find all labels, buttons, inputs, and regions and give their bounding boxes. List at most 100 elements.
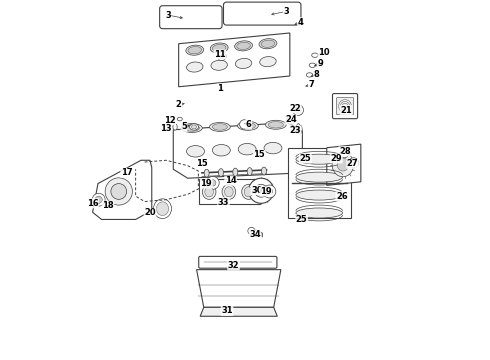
Circle shape [248,178,274,203]
Circle shape [293,105,303,116]
Ellipse shape [247,168,252,176]
Ellipse shape [235,41,252,51]
Text: 30: 30 [251,185,263,194]
Ellipse shape [296,172,343,182]
Ellipse shape [202,184,216,199]
Text: 3: 3 [165,10,171,19]
FancyBboxPatch shape [199,179,260,204]
Ellipse shape [212,124,227,130]
Circle shape [266,188,272,195]
Polygon shape [179,33,290,87]
Ellipse shape [210,43,228,53]
Ellipse shape [235,58,252,68]
Text: 25: 25 [296,215,308,224]
Text: 32: 32 [228,261,239,270]
Text: 19: 19 [260,187,271,196]
Ellipse shape [187,62,203,72]
Text: 16: 16 [87,199,98,208]
Ellipse shape [188,46,201,54]
Text: 1: 1 [217,84,223,93]
Text: 13: 13 [160,123,171,132]
Circle shape [351,160,356,165]
Circle shape [349,158,359,168]
Ellipse shape [212,44,226,51]
Text: 21: 21 [340,105,352,114]
Ellipse shape [219,169,223,177]
Ellipse shape [233,168,238,176]
Ellipse shape [259,39,277,49]
Ellipse shape [296,154,343,164]
Ellipse shape [296,190,343,200]
Circle shape [111,184,126,199]
Circle shape [105,178,132,205]
Ellipse shape [312,53,318,57]
Polygon shape [327,144,361,185]
Ellipse shape [245,187,253,197]
Ellipse shape [222,184,236,199]
Ellipse shape [173,124,177,130]
Text: 34: 34 [249,230,261,239]
Ellipse shape [306,73,313,77]
Text: 7: 7 [309,81,314,90]
Polygon shape [200,307,277,316]
FancyBboxPatch shape [223,2,301,25]
FancyBboxPatch shape [160,6,222,29]
Ellipse shape [204,169,209,177]
Circle shape [95,196,102,203]
Ellipse shape [212,144,230,156]
Ellipse shape [184,125,199,131]
Ellipse shape [205,187,214,197]
Text: 6: 6 [245,120,251,129]
Text: 18: 18 [102,201,114,210]
Text: 10: 10 [318,48,330,57]
Text: 9: 9 [318,59,323,68]
Polygon shape [93,160,152,220]
Ellipse shape [186,45,204,55]
Text: 22: 22 [289,104,301,113]
Ellipse shape [238,143,256,155]
Text: 23: 23 [290,126,301,135]
Text: 31: 31 [221,306,233,315]
Text: 20: 20 [144,208,156,217]
Ellipse shape [337,158,349,171]
Text: 5: 5 [181,122,187,131]
Circle shape [218,52,226,60]
Text: 28: 28 [339,147,350,156]
Text: 12: 12 [164,116,175,125]
Polygon shape [196,270,281,307]
Ellipse shape [192,125,197,129]
Ellipse shape [260,57,276,67]
Ellipse shape [240,123,255,129]
Ellipse shape [332,152,354,177]
Text: 29: 29 [331,154,342,163]
Text: 19: 19 [200,179,212,188]
Ellipse shape [187,145,204,157]
Polygon shape [173,123,302,178]
Ellipse shape [177,117,182,121]
Text: 15: 15 [253,150,265,159]
Text: 4: 4 [297,18,303,27]
Ellipse shape [237,42,250,50]
Text: 15: 15 [196,159,208,168]
Text: 11: 11 [214,50,226,59]
Text: 33: 33 [218,198,229,207]
Circle shape [240,120,249,129]
Ellipse shape [309,63,316,67]
Text: 14: 14 [225,176,237,185]
Ellipse shape [153,199,172,219]
Ellipse shape [156,202,169,216]
Text: 8: 8 [314,70,319,79]
Text: 27: 27 [347,159,358,168]
Circle shape [295,107,301,113]
Circle shape [287,116,295,124]
Ellipse shape [238,121,258,130]
Text: 25: 25 [299,154,311,163]
Text: 26: 26 [336,192,348,201]
Circle shape [206,176,219,189]
Ellipse shape [181,123,202,132]
Text: 2: 2 [176,100,182,109]
Ellipse shape [264,142,282,154]
Text: 3: 3 [283,7,289,16]
FancyBboxPatch shape [333,94,358,119]
Ellipse shape [210,122,230,131]
